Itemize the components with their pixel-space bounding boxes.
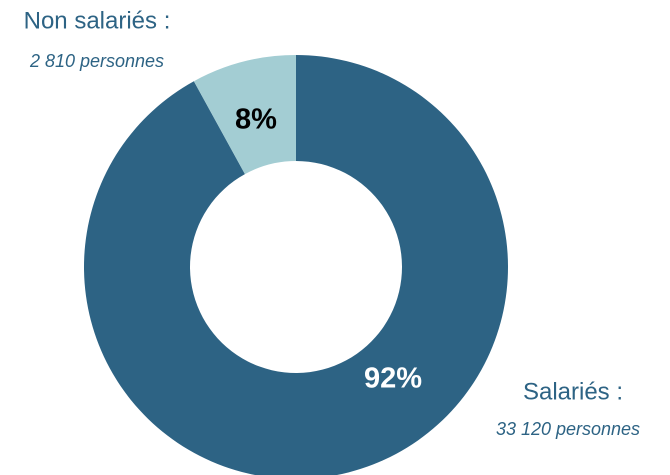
category-note: 2 810 personnes: [29, 51, 164, 71]
category-label: Non salariés :: [24, 7, 171, 34]
donut-slice: [193, 55, 296, 175]
category-note: 33 120 personnes: [496, 419, 640, 439]
value-label: 92%: [364, 363, 422, 395]
category-label: Salariés :: [523, 378, 623, 405]
value-label: 8%: [235, 104, 277, 136]
donut-slice: [84, 55, 508, 475]
